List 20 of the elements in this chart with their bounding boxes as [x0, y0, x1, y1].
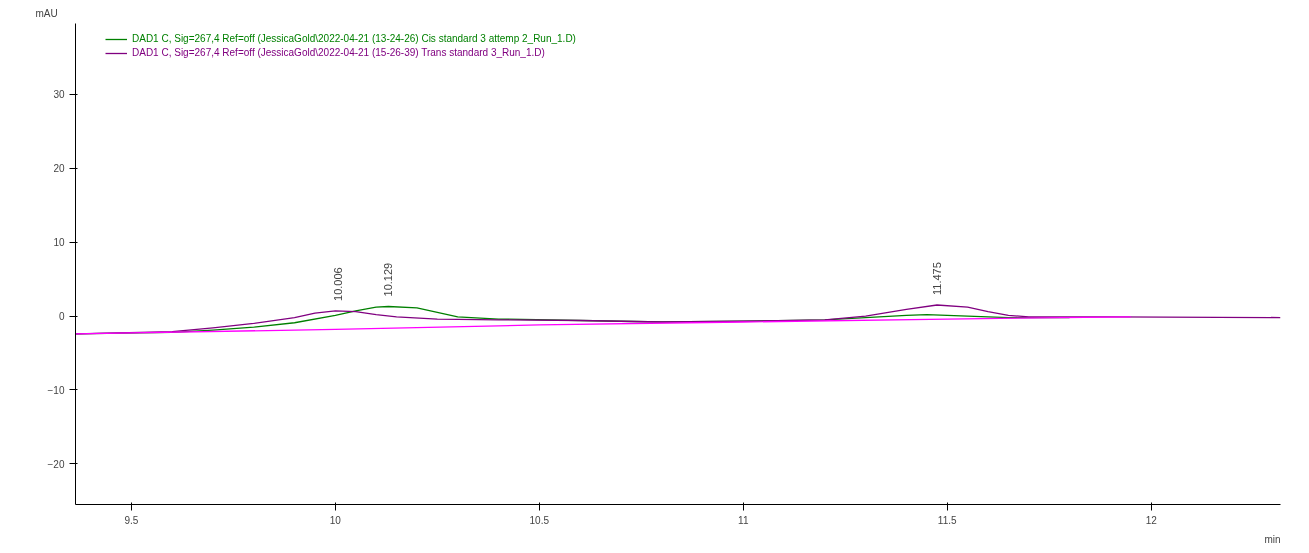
y-tick-label: 30: [53, 89, 65, 101]
y-tick-label: 10: [53, 237, 65, 249]
x-tick-label: 10: [329, 514, 342, 526]
annotation: 10.129: [381, 262, 394, 297]
annotation: 11.475: [931, 262, 944, 296]
y-tick-label: 0: [58, 311, 65, 323]
x-tick-label: 11.5: [937, 514, 958, 526]
annotation: 10.006: [331, 267, 344, 301]
y-axis-title: mAU: [35, 7, 58, 19]
y-tick-label: 20: [53, 163, 65, 175]
y-tick-label: −10: [47, 384, 65, 396]
legend-label: DAD1 C, Sig=267,4 Ref=off (JessicaGold\2022-04-21 (13-24-26) Cis standard 3 attemp 2_Run_1.D): [132, 33, 576, 44]
y-tick-label: −20: [47, 458, 65, 470]
x-tick-label: 11: [738, 514, 749, 526]
x-axis-title: min: [1264, 533, 1281, 545]
line-series: [75, 316, 1132, 335]
x-tick-label: 12: [1145, 514, 1158, 526]
x-tick-label: 10.5: [529, 514, 550, 526]
x-tick-label: 9.5: [124, 514, 139, 526]
legend-label: DAD1 C, Sig=267,4 Ref=off (JessicaGold\2022-04-21 (15-26-39) Trans standard 3_Run_1.D): [132, 47, 545, 58]
